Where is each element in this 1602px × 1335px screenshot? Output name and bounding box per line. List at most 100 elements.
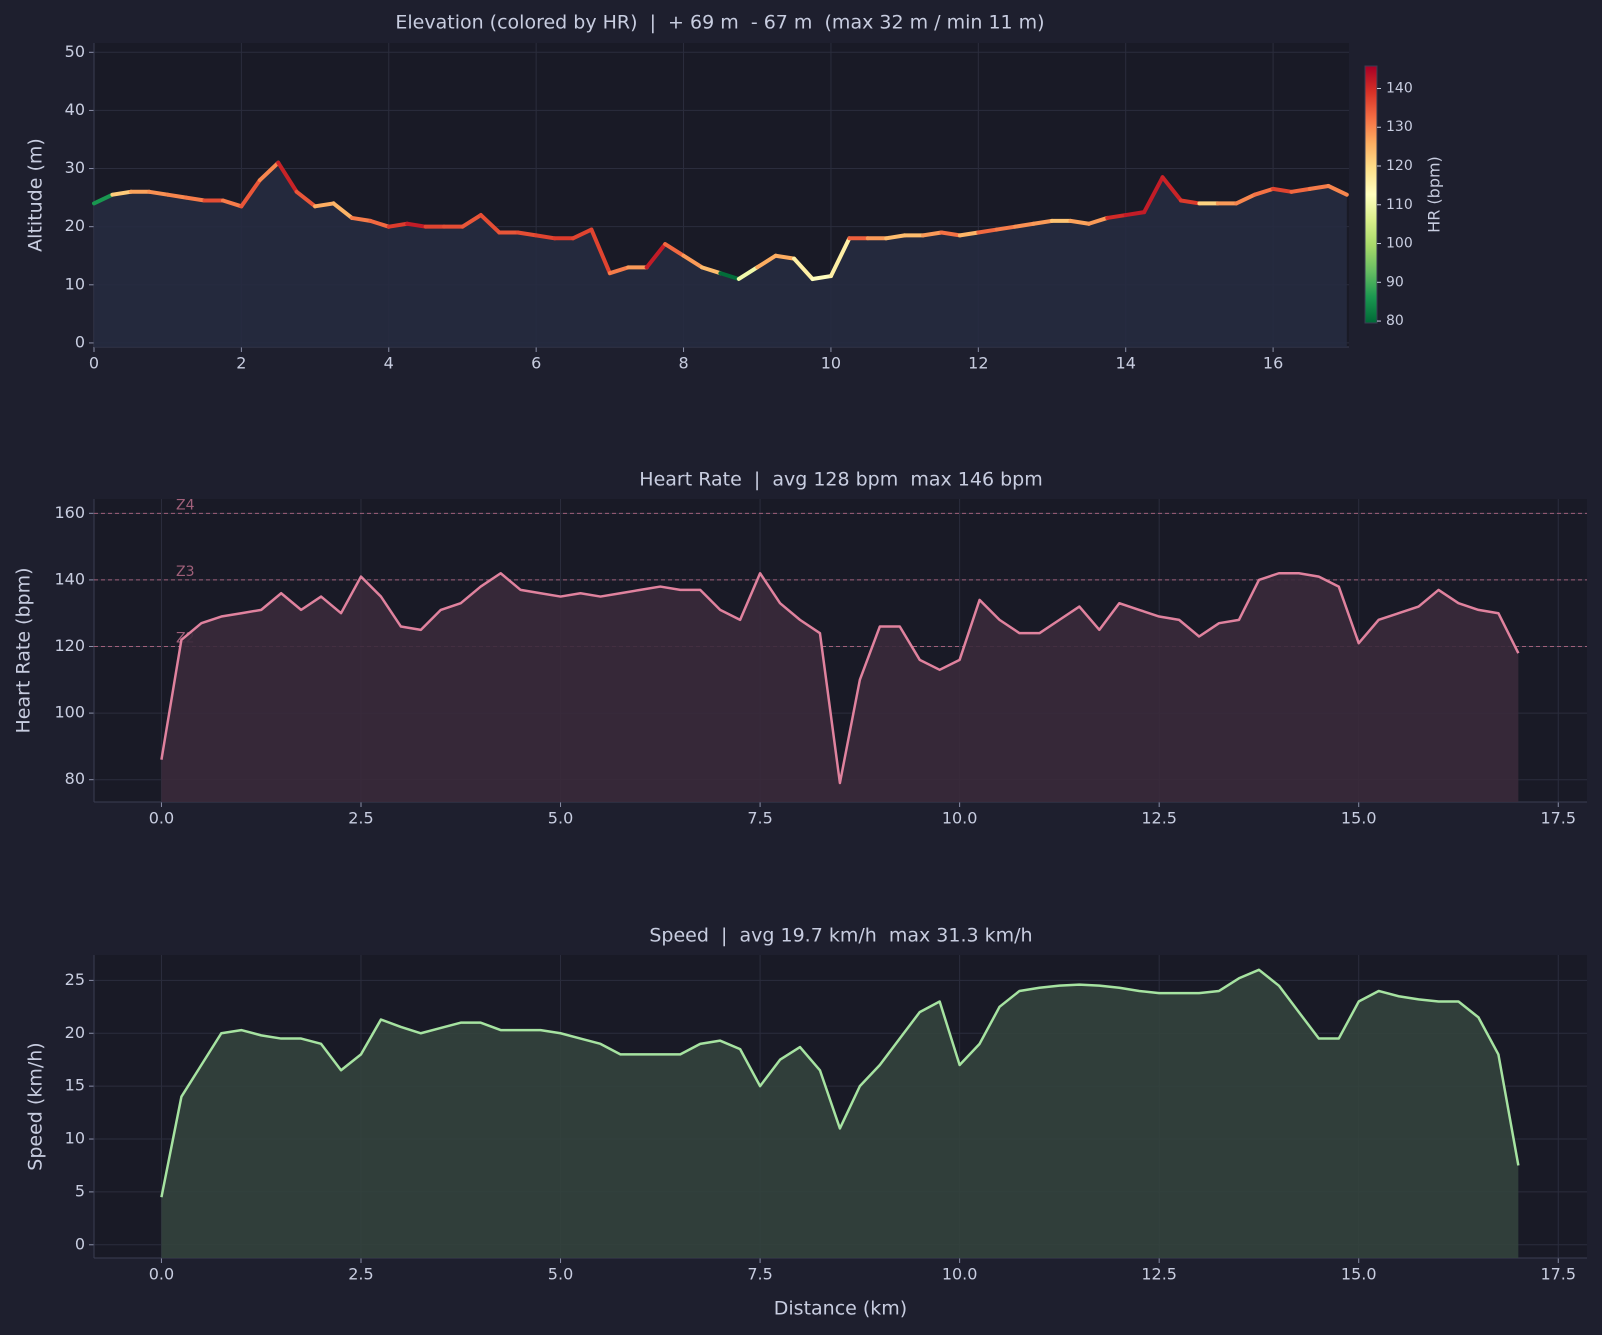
line-segment <box>92 192 115 206</box>
data-line <box>160 572 1520 785</box>
x-tick-label: 5.0 <box>548 1265 573 1284</box>
line-segment <box>294 189 318 209</box>
x-tick-label: 7.5 <box>747 809 772 828</box>
line-segment <box>828 236 852 279</box>
subplot: Speed | avg 19.7 km/h max 31.3 km/h Speed… <box>25 925 1587 1320</box>
subplot: Elevation (colored by HR) | + 69 m - 67 … <box>25 12 1444 373</box>
line-segment <box>663 242 686 258</box>
line-segment <box>718 271 741 281</box>
line-segment <box>1234 192 1257 206</box>
x-axis-label: Distance (km) <box>774 1298 907 1320</box>
line-segment <box>1086 215 1110 226</box>
colorbar-tick-label: 130 <box>1386 119 1413 135</box>
line-segment <box>110 189 133 197</box>
x-tick-label: 12 <box>968 354 988 373</box>
colorbar-tick-label: 120 <box>1386 158 1413 174</box>
line-segment <box>976 227 999 235</box>
x-tick-label: 10.0 <box>942 809 978 828</box>
line-segment <box>1160 175 1183 203</box>
x-tick-label: 17.5 <box>1540 1265 1576 1284</box>
zone-label: Z3 <box>176 564 195 580</box>
x-tick-label: 2.5 <box>348 1265 373 1284</box>
line-segment <box>1068 218 1091 226</box>
y-tick-label: 15 <box>65 1076 85 1095</box>
x-tick-label: 10 <box>821 354 841 373</box>
subplot: Heart Rate | avg 128 bpm max 146 bpm Hear… <box>13 469 1587 828</box>
y-axis-label: Altitude (m) <box>25 138 47 252</box>
line-segment <box>1326 183 1349 197</box>
y-tick-label: 20 <box>65 216 85 235</box>
x-tick-label: 6 <box>531 354 541 373</box>
x-tick-label: 0 <box>89 354 99 373</box>
y-tick-label: 0 <box>75 1234 85 1253</box>
y-tick-label: 80 <box>65 769 85 788</box>
line-segment <box>1307 183 1331 191</box>
colorbar <box>1364 65 1378 324</box>
line-segment <box>368 218 391 229</box>
line-segment <box>239 178 262 209</box>
line-segment <box>1178 198 1202 206</box>
chart-title: Elevation (colored by HR) | + 69 m - 67 … <box>395 12 1044 34</box>
x-tick-label: 4 <box>384 354 394 373</box>
zone-label: Z4 <box>176 497 195 513</box>
x-tick-label: 17.5 <box>1540 809 1576 828</box>
line-segment <box>571 227 594 241</box>
line-segment <box>405 221 428 229</box>
y-axis-label: Heart Rate (bpm) <box>13 568 35 734</box>
line-segment <box>607 265 631 276</box>
x-tick-label: 5.0 <box>548 809 573 828</box>
y-tick-label: 40 <box>65 100 85 119</box>
chart-title: Heart Rate | avg 128 bpm max 146 bpm <box>639 469 1042 491</box>
x-tick-label: 7.5 <box>747 1265 772 1284</box>
line-segment <box>386 221 410 229</box>
y-tick-label: 0 <box>75 332 85 351</box>
x-tick-label: 15.0 <box>1341 809 1377 828</box>
line-segment <box>755 253 778 270</box>
line-segment <box>515 230 539 238</box>
y-axis-label: Speed (km/h) <box>25 1042 47 1170</box>
line-segment <box>589 227 612 276</box>
x-tick-label: 12.5 <box>1141 809 1177 828</box>
line-segment <box>313 201 336 209</box>
colorbar-tick-label: 90 <box>1386 274 1404 290</box>
y-tick-label: 140 <box>54 569 85 588</box>
line-segment <box>699 265 723 276</box>
colorbar-tick-label: 140 <box>1386 80 1413 96</box>
line-segment <box>460 213 483 229</box>
x-tick-label: 14 <box>1116 354 1136 373</box>
line-segment <box>331 201 354 220</box>
colorbar-label: HR (bpm) <box>1425 156 1444 233</box>
x-tick-label: 0.0 <box>149 809 174 828</box>
y-tick-label: 100 <box>54 703 85 722</box>
y-tick-label: 30 <box>65 158 85 177</box>
y-tick-label: 120 <box>54 636 85 655</box>
line-segment <box>257 160 281 183</box>
y-tick-label: 50 <box>65 42 85 61</box>
line-segment <box>1142 175 1165 215</box>
line-segment <box>792 256 815 281</box>
line-segment <box>534 233 557 241</box>
y-tick-label: 25 <box>65 970 85 989</box>
chart-title: Speed | avg 19.7 km/h max 31.3 km/h <box>649 925 1032 947</box>
line-segment <box>1289 186 1312 194</box>
y-tick-label: 160 <box>54 503 85 522</box>
colorbar-tick-label: 80 <box>1386 313 1404 329</box>
area-fill <box>161 969 1519 1258</box>
line-segment <box>1271 186 1294 194</box>
y-tick-label: 20 <box>65 1023 85 1042</box>
line-segment <box>349 215 373 223</box>
line-segment <box>1031 218 1055 226</box>
area-fill <box>161 573 1519 802</box>
y-tick-label: 10 <box>65 1129 85 1148</box>
area-fill <box>94 162 1347 347</box>
line-segment <box>1013 221 1036 229</box>
data-line <box>160 968 1520 1198</box>
colorbar-tick-label: 100 <box>1386 236 1413 252</box>
line-segment <box>939 230 962 238</box>
line-segment <box>921 230 944 238</box>
line-segment <box>220 198 244 209</box>
x-tick-label: 2 <box>236 354 246 373</box>
line-segment <box>184 195 207 203</box>
